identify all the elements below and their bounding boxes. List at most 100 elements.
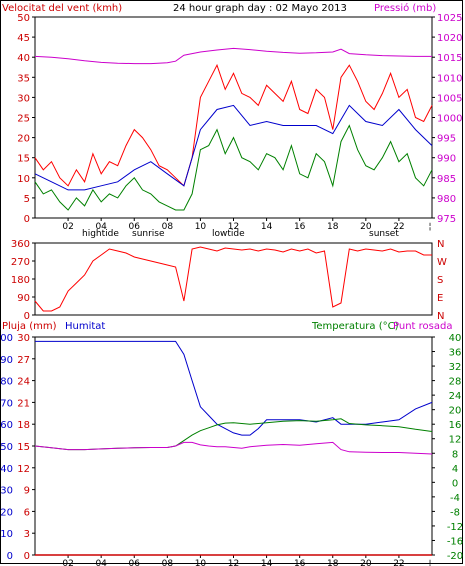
temperature-tick-label: 28 (449, 377, 462, 388)
top-panel: Velocitat del vent (kmh) 24 hour graph d… (2, 2, 462, 239)
hour-tick-label: 18 (327, 222, 339, 232)
rain-tick-label: 15 (17, 442, 30, 453)
event-sunset: sunset (369, 229, 399, 239)
temperature-tick-label: 20 (449, 406, 462, 417)
humidity-tick-label: 90 (0, 355, 13, 366)
compass-tick-label: S (437, 275, 443, 286)
pressure-tick-label: 995 (437, 134, 456, 145)
compass-tick-label: E (437, 293, 443, 304)
hour-tick-label: 18 (327, 559, 339, 566)
temperature-tick-label: 36 (449, 348, 462, 359)
temperature-tick-label: 4 (452, 464, 458, 475)
hour-tick-label: 04 (95, 222, 107, 232)
wind-tick-label: 50 (17, 13, 30, 24)
pressure-tick-label: 1000 (437, 114, 462, 125)
hour-tick-label: 04 (95, 559, 107, 566)
series-line-mitjana-m-bil (34, 104, 433, 191)
humidity-tick-label: 10 (0, 529, 13, 540)
degree-tick-label: 360 (11, 239, 30, 250)
pressure-tick-label: 1010 (437, 73, 462, 84)
hour-tick-label: 22 (393, 559, 404, 566)
degree-tick-label: 270 (11, 257, 30, 268)
rain-tick-label: 30 (17, 333, 30, 344)
bottom-series (34, 340, 433, 556)
series-line-velocitat-del-vent-kmh- (34, 63, 433, 187)
hour-tick-label: 06 (129, 222, 141, 232)
top-left-axis: 0 5 10 15 20 25 30 35 40 45 50 (17, 13, 35, 225)
top-right-axis: 975 980 985 990 995 1000 1005 1010 1015 1020 1025 (432, 13, 462, 225)
temperature-label: Temperatura (°C) (311, 321, 399, 332)
humidity-label: Humitat (65, 321, 105, 332)
rain-label: Pluja (mm) (2, 321, 57, 332)
rain-tick-label: 18 (17, 420, 30, 431)
hour-tick-label: 08 (162, 559, 174, 566)
hour-tick-label: 02 (62, 222, 73, 232)
temperature-tick-label: -12 (447, 522, 463, 533)
hour-tick-label: 10 (195, 559, 207, 566)
hour-tick-label: 22 (393, 222, 404, 232)
top-hour-axis: 02 04 06 08 10 12 14 16 18 20 22 ¦ (62, 218, 432, 232)
compass-tick-label: W (437, 257, 447, 268)
wind-tick-label: 30 (17, 93, 30, 104)
pressure-tick-label: 1005 (437, 93, 462, 104)
wind-tick-label: 20 (17, 134, 30, 145)
compass-tick-label: N (437, 311, 444, 322)
bottom-panel: Pluja (mm) Humitat Temperatura (°C) Punt… (0, 321, 463, 566)
wind-tick-label: 0 (24, 214, 30, 225)
wind-speed-label: Velocitat del vent (kmh) (2, 3, 122, 14)
hour-tick-end: ¦ (428, 559, 431, 566)
event-lowtide: lowtide (212, 229, 245, 239)
humidity-tick-label: 20 (0, 507, 13, 518)
humidity-tick-label: 100 (0, 333, 13, 344)
hour-tick-label: 06 (129, 559, 141, 566)
wind-tick-label: 5 (24, 194, 30, 205)
event-hightide: hightide (82, 229, 119, 239)
humidity-tick-label: 60 (0, 420, 13, 431)
pressure-tick-label: 1020 (437, 33, 462, 44)
wind-tick-label: 45 (17, 33, 30, 44)
wind-tick-label: 10 (17, 174, 30, 185)
direction-degrees-axis: 0 90 180 270 360 (11, 239, 35, 322)
rain-tick-label: 3 (24, 529, 30, 540)
series-line-wind-direction (34, 246, 432, 312)
hour-tick-label: 08 (162, 222, 174, 232)
series-line-punt-rosada (34, 441, 433, 455)
hour-tick-end: ¦ (428, 222, 431, 232)
degree-tick-label: 0 (24, 311, 30, 322)
bottom-plot-area (34, 336, 433, 556)
hour-tick-label: 14 (261, 222, 273, 232)
event-sunrise: sunrise (132, 229, 165, 239)
bottom-hour-axis: 0204060810121416182022¦sunriselowtidesun… (62, 555, 432, 566)
series-line-pressi-mb- (34, 47, 432, 65)
dew-point-label: Punt rosada (393, 321, 452, 332)
rain-tick-label: 9 (24, 486, 30, 497)
temperature-tick-label: 32 (449, 362, 462, 373)
humidity-tick-label: 50 (0, 442, 13, 453)
pressure-tick-label: 975 (437, 214, 456, 225)
rain-tick-label: 6 (24, 507, 30, 518)
hour-tick-label: 16 (294, 559, 306, 566)
pressure-tick-label: 1015 (437, 53, 462, 64)
direction-series (34, 246, 432, 312)
direction-plot-area (34, 242, 433, 316)
humidity-tick-label: 80 (0, 377, 13, 388)
degree-tick-label: 180 (11, 275, 30, 286)
series-line-mitjana (34, 124, 433, 211)
wind-tick-label: 40 (17, 53, 30, 64)
hour-tick-label: 02 (62, 559, 73, 566)
rain-tick-label: 0 (24, 551, 30, 562)
wind-tick-label: 15 (17, 154, 30, 165)
hour-tick-label: 16 (294, 222, 306, 232)
pressure-tick-label: 990 (437, 154, 456, 165)
temperature-tick-label: 8 (452, 449, 458, 460)
wind-tick-label: 35 (17, 73, 30, 84)
temperature-tick-label: 0 (452, 478, 458, 489)
compass-tick-label: N (437, 239, 444, 250)
hour-tick-label: 12 (228, 559, 239, 566)
hour-tick-label: 20 (360, 559, 372, 566)
pressure-tick-label: 980 (437, 194, 456, 205)
pressure-tick-label: 1025 (437, 13, 462, 24)
